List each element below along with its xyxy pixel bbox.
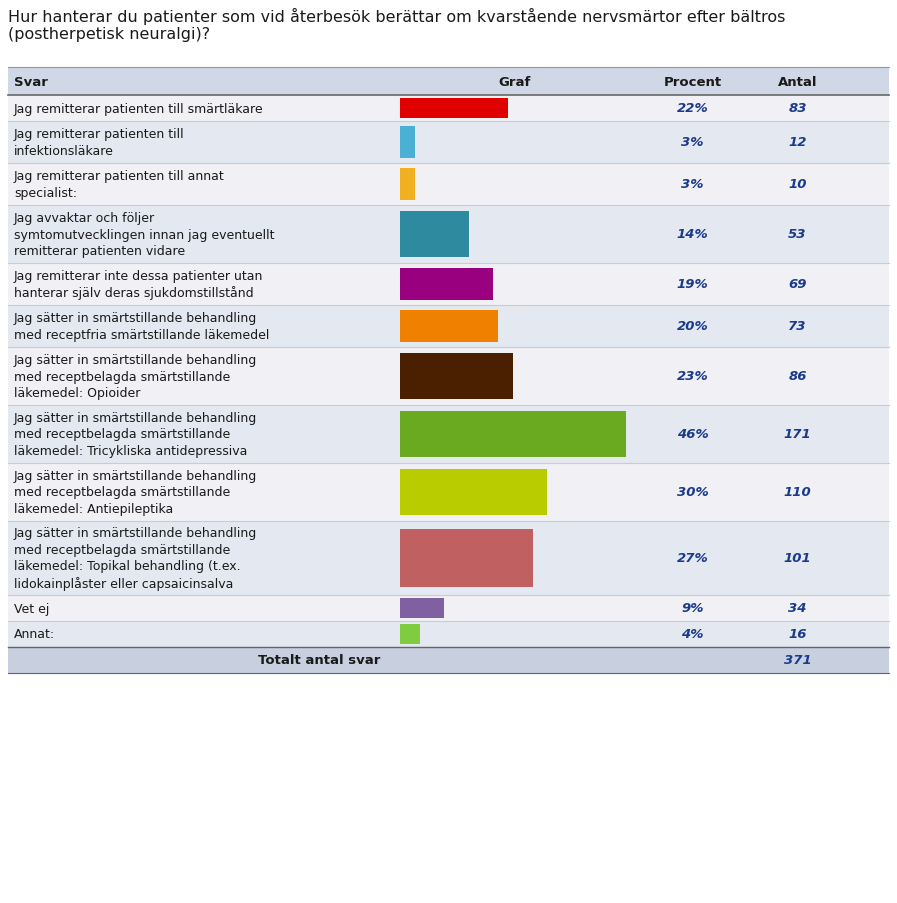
Bar [400,169,414,201]
Text: 3%: 3% [681,136,704,149]
Bar [400,268,493,301]
Text: Hur hanterar du patienter som vid återbesök berättar om kvarstående nervsmärtor : Hur hanterar du patienter som vid återbe… [8,8,786,42]
Text: Jag sätter in smärtstillande behandling
med receptbelagda smärtstillande
läkemed: Jag sätter in smärtstillande behandling … [14,412,257,458]
Bar [8,96,889,122]
Text: 12: 12 [788,136,806,149]
Bar [400,412,626,457]
Text: Jag sätter in smärtstillande behandling
med receptbelagda smärtstillande
läkemed: Jag sätter in smärtstillande behandling … [14,526,257,591]
Text: 3%: 3% [681,178,704,191]
Text: 4%: 4% [681,628,704,641]
Bar [8,206,889,264]
Text: 16: 16 [788,628,806,641]
Text: 14%: 14% [676,228,709,241]
Text: 371: 371 [784,654,812,666]
Bar [8,122,889,163]
Text: 110: 110 [784,486,812,499]
Text: 34: 34 [788,601,806,615]
Text: Jag remitterar inte dessa patienter utan
hanterar själv deras sjukdomstillstånd: Jag remitterar inte dessa patienter utan… [14,269,264,300]
Bar [400,126,414,159]
Text: Svar: Svar [14,76,48,88]
Text: 69: 69 [788,278,806,291]
Text: 46%: 46% [676,428,709,441]
Bar [400,212,469,257]
Text: 10: 10 [788,178,806,191]
Bar [8,621,889,647]
Text: Jag remitterar patienten till annat
specialist:: Jag remitterar patienten till annat spec… [14,170,225,200]
Text: 73: 73 [788,321,806,333]
Text: Jag avvaktar och följer
symtomutvecklingen innan jag eventuellt
remitterar patie: Jag avvaktar och följer symtomutveckling… [14,212,274,257]
Bar [8,405,889,463]
Text: Jag sätter in smärtstillande behandling
med receptbelagda smärtstillande
läkemed: Jag sätter in smärtstillande behandling … [14,354,257,399]
Bar [8,348,889,405]
Bar [400,354,513,399]
Text: 9%: 9% [681,601,704,615]
Bar [8,647,889,674]
Text: 101: 101 [784,552,812,565]
Bar [8,463,889,521]
Bar [8,595,889,621]
Bar [8,163,889,206]
Text: 30%: 30% [676,486,709,499]
Text: Procent: Procent [664,76,721,88]
Bar [400,529,533,587]
Text: Jag sätter in smärtstillande behandling
med receptfria smärtstillande läkemedel: Jag sätter in smärtstillande behandling … [14,312,269,341]
Text: Antal: Antal [778,76,817,88]
Text: Jag sätter in smärtstillande behandling
med receptbelagda smärtstillande
läkemed: Jag sätter in smärtstillande behandling … [14,470,257,516]
Text: Totalt antal svar: Totalt antal svar [257,654,380,666]
Bar [400,311,498,343]
Text: 22%: 22% [676,102,709,116]
Text: 23%: 23% [676,370,709,383]
Text: 86: 86 [788,370,806,383]
Text: Annat:: Annat: [14,628,55,641]
Bar [8,521,889,595]
Text: Vet ej: Vet ej [14,601,49,615]
Text: Jag remitterar patienten till
infektionsläkare: Jag remitterar patienten till infektions… [14,128,185,158]
Bar [400,598,444,619]
Text: 53: 53 [788,228,806,241]
Bar [8,264,889,305]
Text: 19%: 19% [676,278,709,291]
Text: Jag remitterar patienten till smärtläkare: Jag remitterar patienten till smärtläkar… [14,102,264,116]
Bar [8,305,889,348]
Text: Graf: Graf [499,76,531,88]
Bar [400,98,508,119]
Text: 27%: 27% [676,552,709,565]
Text: 171: 171 [784,428,812,441]
Text: 83: 83 [788,102,806,116]
Text: 20%: 20% [676,321,709,333]
Bar [8,68,889,96]
Bar [400,624,420,645]
Bar [400,470,547,515]
